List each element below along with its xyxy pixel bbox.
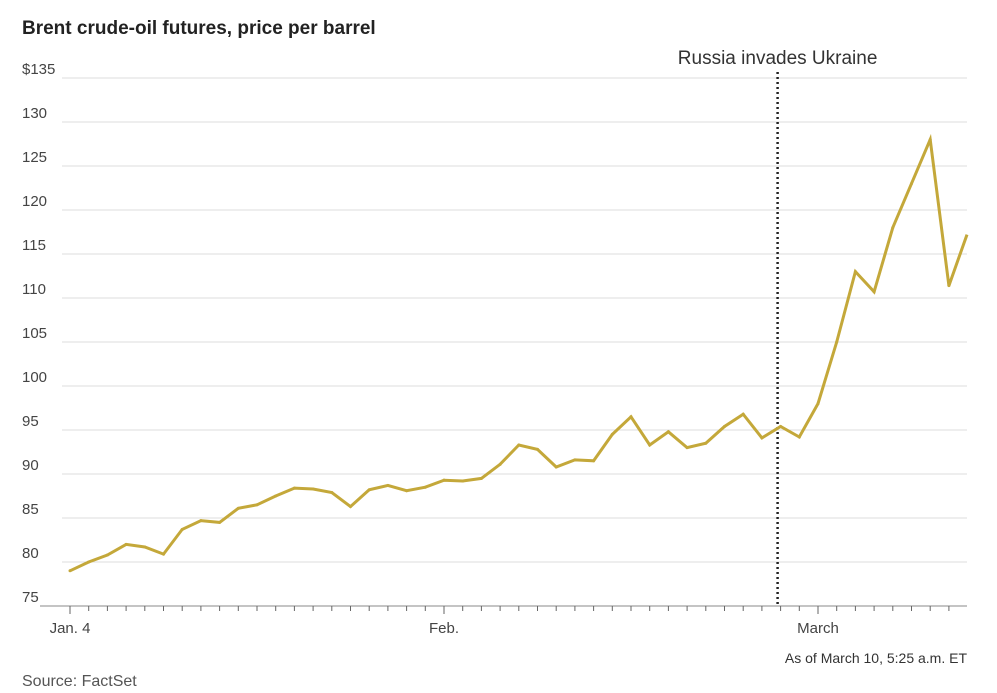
data-point xyxy=(573,458,577,462)
data-point xyxy=(68,569,72,573)
y-tick-label: 90 xyxy=(22,457,39,474)
data-point xyxy=(610,432,614,436)
data-point xyxy=(648,443,652,447)
chart-title: Brent crude-oil futures, price per barre… xyxy=(22,18,376,39)
data-point xyxy=(405,489,409,493)
y-axis-ticks: $135 130 125 120 115 110 105 100 95 90 85 80 75 xyxy=(22,61,55,606)
data-point xyxy=(498,462,502,466)
data-point xyxy=(311,487,315,491)
data-point xyxy=(255,503,259,507)
data-point xyxy=(853,270,857,274)
data-point xyxy=(910,182,913,186)
data-point xyxy=(349,505,352,509)
data-point xyxy=(536,447,539,451)
data-point xyxy=(292,486,296,490)
gridlines xyxy=(62,77,967,563)
y-tick-label: 125 xyxy=(22,149,47,166)
x-axis: Jan. 4 Feb. March xyxy=(40,605,967,637)
data-point xyxy=(891,226,895,230)
data-point xyxy=(218,520,222,524)
y-tick-label: 95 xyxy=(22,413,39,430)
x-tick-label: March xyxy=(797,620,839,637)
data-point xyxy=(685,446,689,450)
data-point xyxy=(105,553,109,557)
data-point xyxy=(741,412,745,416)
data-point xyxy=(236,506,240,510)
as-of-note: As of March 10, 5:25 a.m. ET xyxy=(784,650,967,666)
data-point xyxy=(442,478,446,482)
y-tick-label: 75 xyxy=(22,589,39,606)
data-point xyxy=(704,441,708,445)
data-point xyxy=(367,488,371,492)
data-point xyxy=(592,459,596,463)
data-point xyxy=(87,560,91,564)
y-tick-label: 105 xyxy=(22,325,47,342)
data-point xyxy=(517,443,521,447)
data-point xyxy=(760,436,764,440)
x-tick-label: Feb. xyxy=(429,620,459,637)
data-point xyxy=(554,465,558,469)
data-point xyxy=(180,527,184,531)
data-point xyxy=(330,490,334,494)
annotation: Russia invades Ukraine xyxy=(678,48,878,606)
y-tick-label: $135 xyxy=(22,61,55,78)
data-point xyxy=(947,284,951,288)
y-tick-label: 85 xyxy=(22,501,39,518)
data-point xyxy=(928,138,932,142)
y-tick-label: 120 xyxy=(22,193,47,210)
x-tick-label: Jan. 4 xyxy=(50,620,91,637)
data-point xyxy=(162,552,165,556)
series-group xyxy=(68,133,969,573)
data-point xyxy=(835,340,839,344)
data-point xyxy=(143,545,147,549)
data-point xyxy=(666,430,670,434)
data-point xyxy=(816,402,820,406)
y-tick-label: 110 xyxy=(22,281,46,298)
data-point xyxy=(199,519,203,523)
series-line xyxy=(69,133,969,573)
y-tick-label: 115 xyxy=(22,237,46,254)
data-point xyxy=(797,435,801,439)
source-note: Source: FactSet xyxy=(22,673,137,690)
data-point xyxy=(629,415,633,419)
data-point xyxy=(723,424,726,428)
annotation-label: Russia invades Ukraine xyxy=(678,48,878,69)
y-tick-label: 130 xyxy=(22,105,47,122)
data-point xyxy=(386,483,390,487)
y-tick-label: 100 xyxy=(22,369,47,386)
data-point xyxy=(872,290,876,294)
data-point xyxy=(423,485,427,489)
y-tick-label: 80 xyxy=(22,545,39,562)
data-point xyxy=(461,479,465,483)
data-point xyxy=(779,424,783,428)
data-point xyxy=(124,542,128,546)
data-point xyxy=(479,476,483,480)
data-point xyxy=(274,494,278,498)
